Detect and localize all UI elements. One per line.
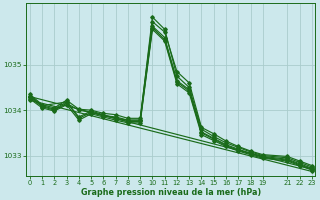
- X-axis label: Graphe pression niveau de la mer (hPa): Graphe pression niveau de la mer (hPa): [81, 188, 261, 197]
